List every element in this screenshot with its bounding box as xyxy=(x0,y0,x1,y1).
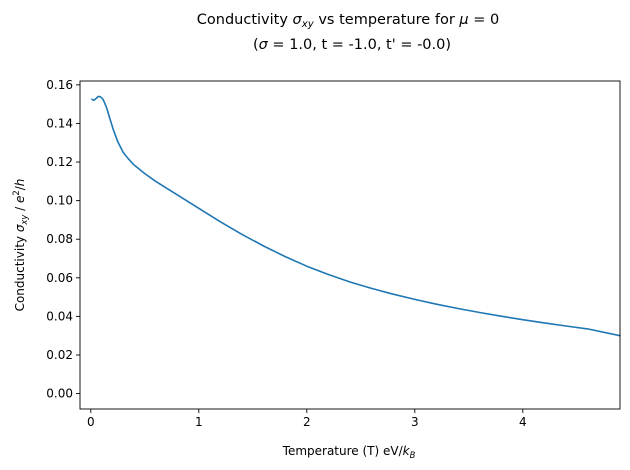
y-tick-label: 0.04 xyxy=(46,309,73,323)
y-axis-label: Conductivity σxy / e2/h xyxy=(11,179,29,312)
x-axis-ticks: 0 1 2 3 4 xyxy=(87,409,527,429)
y-tick-label: 0.00 xyxy=(46,387,73,401)
y-tick-label: 0.06 xyxy=(46,271,73,285)
y-tick-label: 0.10 xyxy=(46,194,73,208)
x-tick-label: 2 xyxy=(303,415,311,429)
y-tick-label: 0.12 xyxy=(46,155,73,169)
y-tick-label: 0.02 xyxy=(46,348,73,362)
x-tick-label: 0 xyxy=(87,415,95,429)
y-tick-label: 0.16 xyxy=(46,78,73,92)
x-axis-label: Temperature (T) eV/kB xyxy=(282,444,416,460)
series-line xyxy=(91,95,621,337)
y-tick-label: 0.08 xyxy=(46,232,73,246)
chart-title-line1: Conductivity σxy vs temperature for μ = … xyxy=(197,12,499,30)
y-axis-ticks: 0.00 0.02 0.04 0.06 0.08 0.10 0.12 0.14 0.16 xyxy=(46,78,80,401)
chart-title-line2: (σ = 1.0, t = -1.0, t' = -0.0) xyxy=(253,37,451,53)
plot-frame xyxy=(79,80,621,410)
x-tick-label: 1 xyxy=(195,415,203,429)
x-tick-label: 3 xyxy=(411,415,419,429)
y-tick-label: 0.14 xyxy=(46,116,73,130)
x-tick-label: 4 xyxy=(519,415,527,429)
